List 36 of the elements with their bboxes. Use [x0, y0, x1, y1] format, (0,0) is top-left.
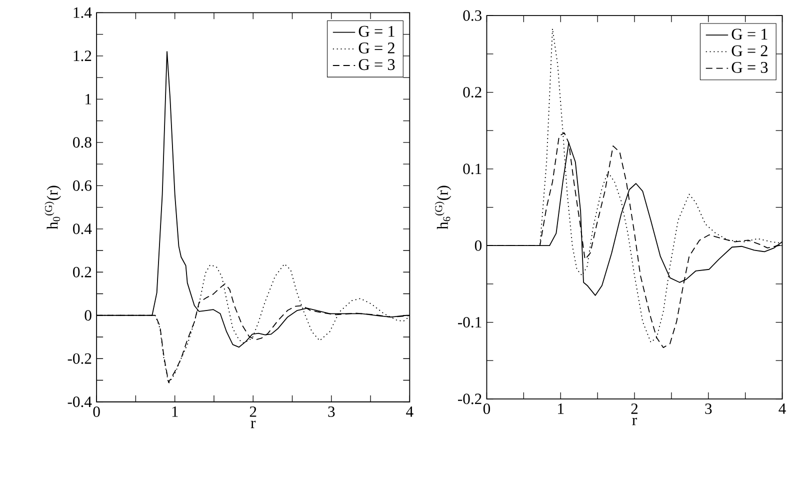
- y-tick-label: 1: [86, 94, 92, 105]
- y-tick-label: 1.2: [74, 50, 92, 62]
- x-tick-label: 2: [250, 406, 256, 418]
- y-tick-label: -0.2: [68, 354, 92, 364]
- legend-label: G = 2: [358, 42, 394, 54]
- y-tick-label: -0.4: [68, 396, 92, 408]
- x-tick-label: 4: [778, 404, 786, 414]
- legend-label: G = 3: [358, 59, 395, 70]
- y-tick-label: 0: [84, 310, 92, 321]
- x-tick-label: 2: [631, 404, 638, 414]
- x-axis-title: r: [250, 420, 256, 428]
- x-tick-label: 3: [705, 404, 712, 414]
- x-tick-label: 0: [483, 404, 490, 414]
- y-tick-label: -0.2: [458, 394, 482, 404]
- x-tick-label: 1: [172, 406, 178, 417]
- y-axis-title: h$_{0}$$^{(G)}$(r): [44, 186, 61, 230]
- y-tick-label: -0.1: [458, 317, 482, 328]
- y-axis-title: h$_{6}$$^{(G)}$(r): [434, 186, 452, 230]
- y-tick-label: 0.2: [463, 87, 482, 98]
- x-tick-label: 4: [406, 406, 414, 417]
- y-tick-label: 0.3: [463, 10, 482, 22]
- y-tick-label: 0.4: [73, 224, 92, 234]
- legend-label: G = 1: [358, 26, 394, 38]
- y-tick-label: 1.4: [74, 8, 92, 18]
- y-tick-label: 0.8: [73, 137, 92, 148]
- legend-label: G = 1: [732, 28, 768, 40]
- x-tick-label: 0: [93, 406, 100, 418]
- x-axis-title: r: [632, 418, 637, 426]
- legend-label: G = 2: [732, 46, 768, 56]
- y-tick-label: 0.6: [73, 180, 92, 192]
- y-tick-label: 0.1: [463, 164, 482, 174]
- x-tick-label: 3: [328, 406, 335, 418]
- y-tick-label: 0: [474, 240, 482, 252]
- x-tick-label: 1: [558, 404, 564, 414]
- y-tick-label: 0.2: [73, 267, 92, 278]
- legend-label: G = 3: [732, 62, 768, 74]
